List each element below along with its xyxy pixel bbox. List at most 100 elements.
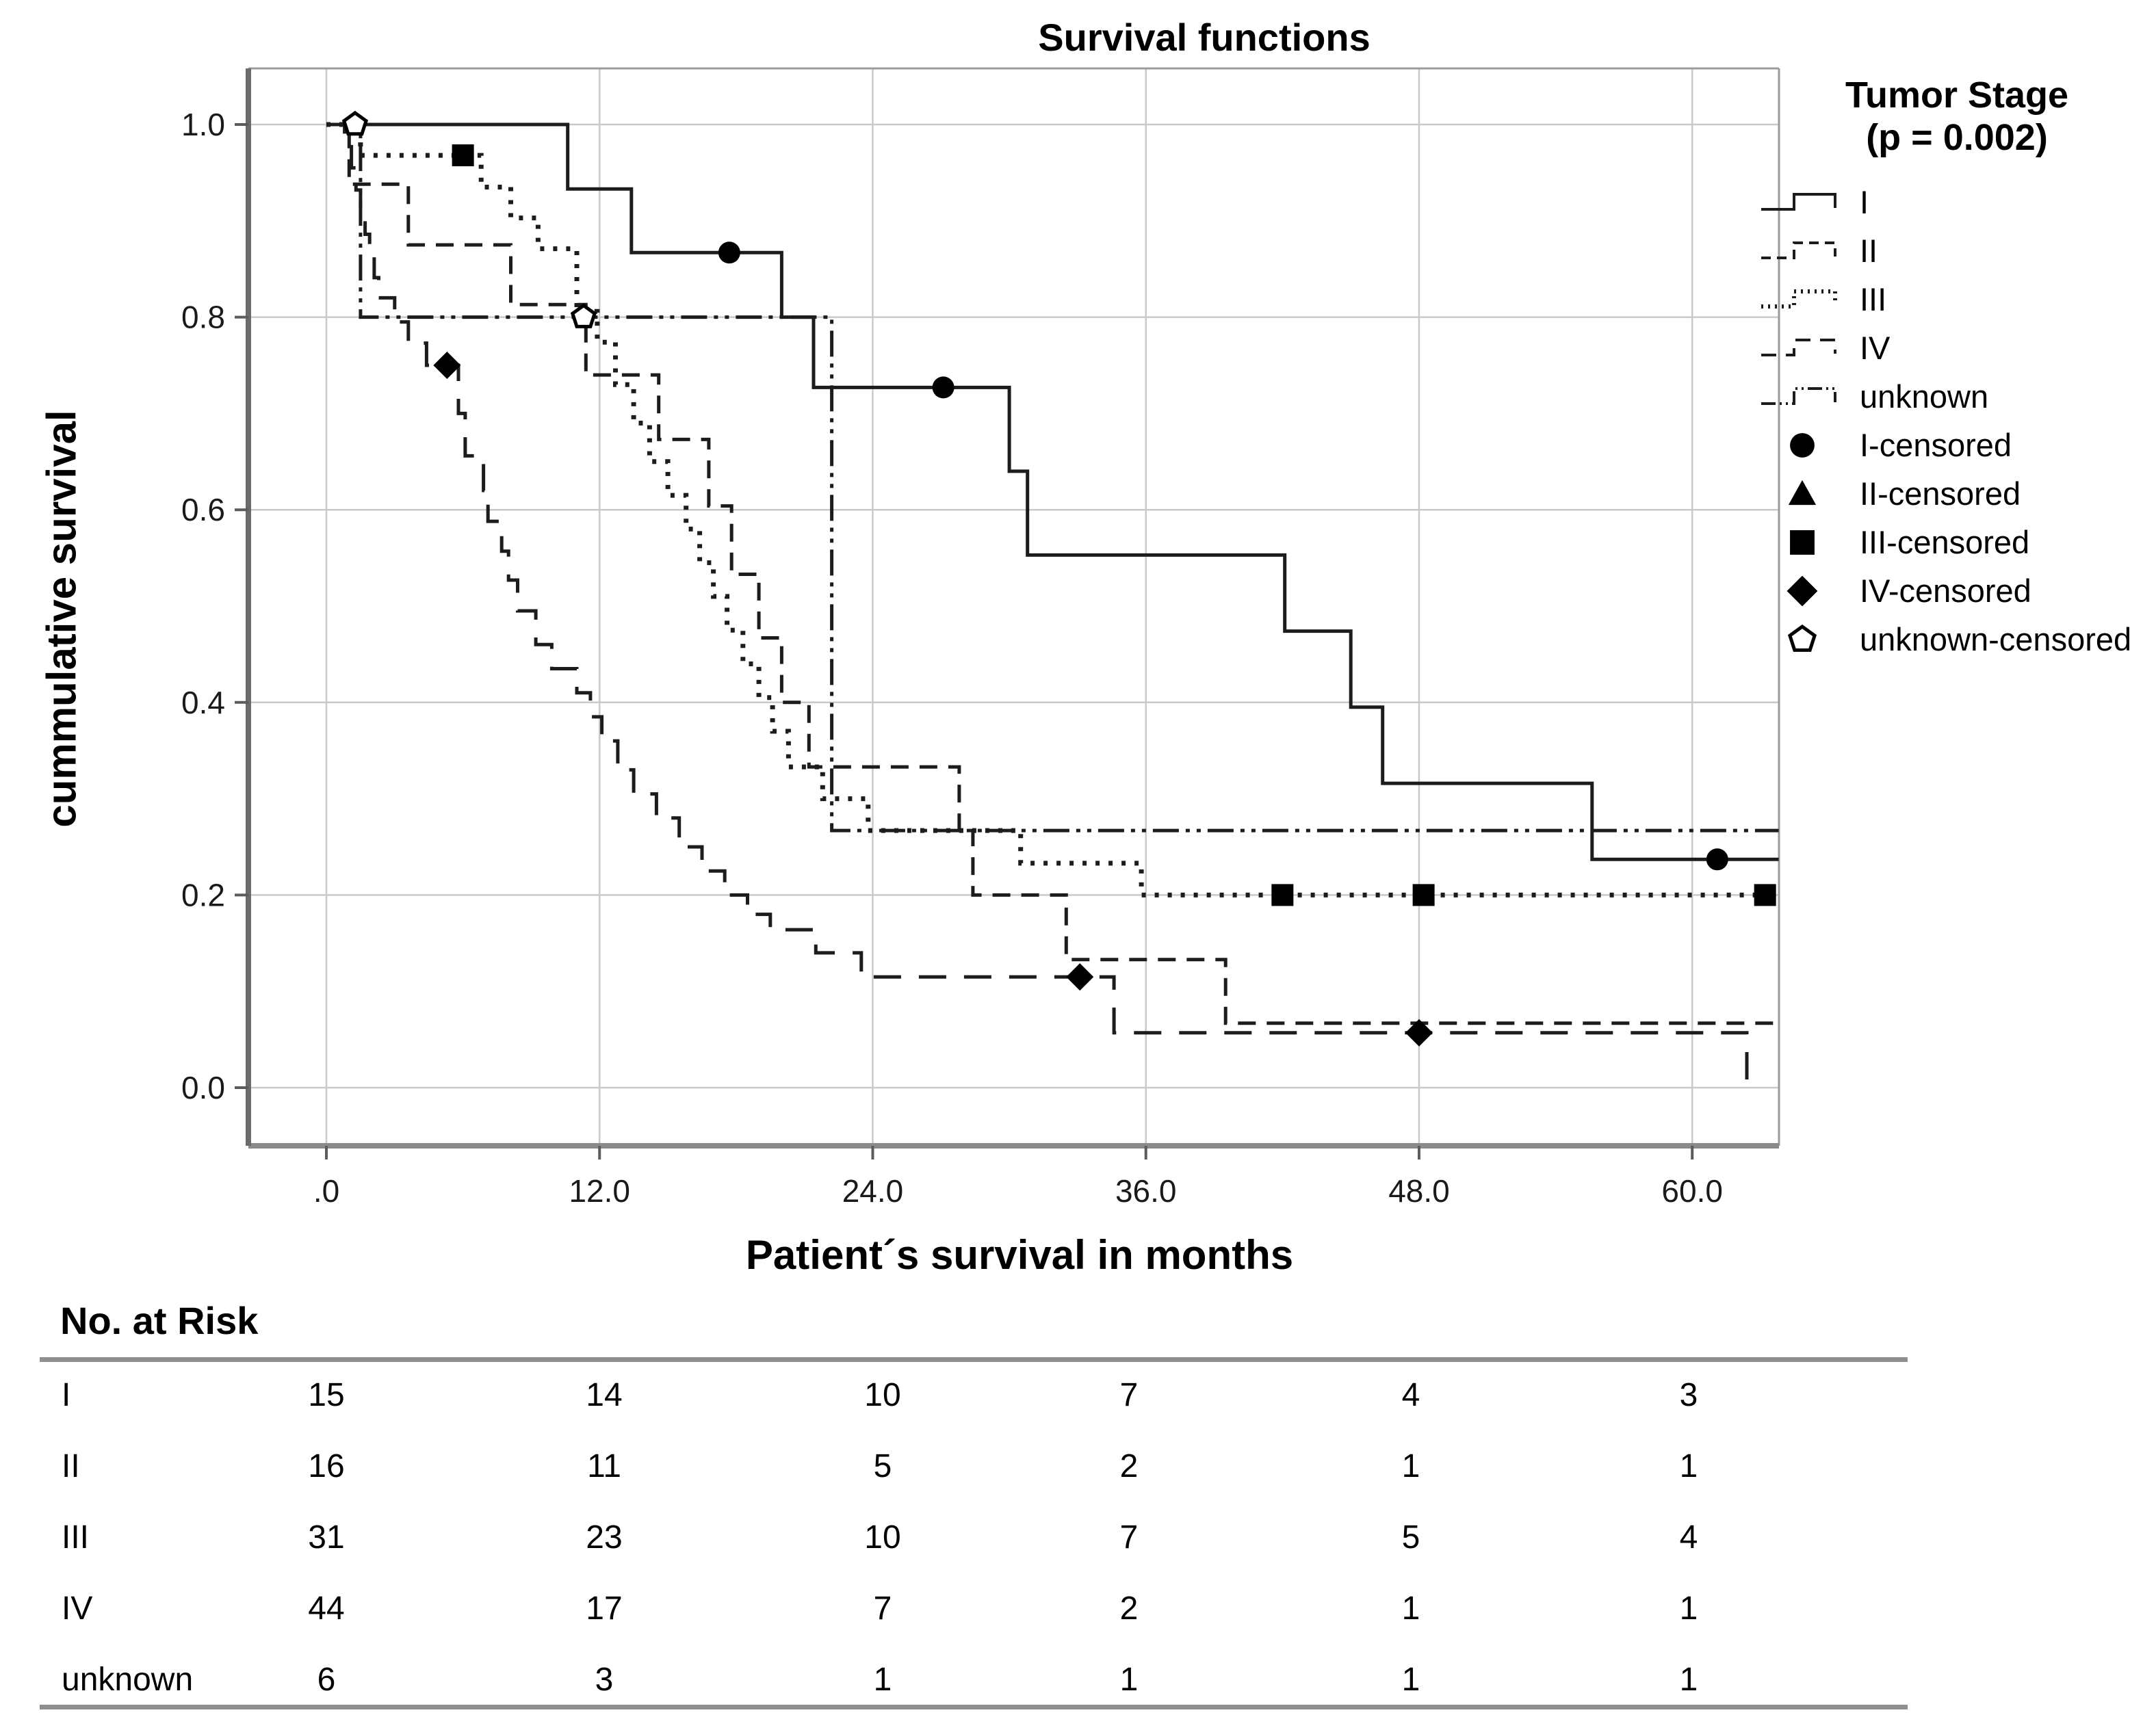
legend-marker-sample-diamond [1787,575,1818,606]
legend-item-unknown: unknown [1758,372,2155,421]
censor-square-marker [1412,884,1435,906]
y-tick-label: 0.0 [181,1070,225,1105]
censor-square-marker [1271,884,1294,906]
x-tick-label: .0 [313,1173,339,1209]
censor-pentagon-marker [341,110,369,136]
risk-value: 7 [1119,1377,1139,1413]
legend: Tumor Stage (p = 0.002) I II III IV unkn… [1758,74,2155,664]
legend-item-IV: IV [1758,324,2155,372]
x-tick-label: 36.0 [1115,1173,1177,1209]
risk-value: 44 [308,1590,345,1627]
x-tick-label: 48.0 [1388,1173,1450,1209]
risk-value: 11 [587,1448,621,1484]
risk-value: 15 [308,1377,345,1413]
censor-pentagon-marker [1787,624,1817,652]
legend-line-sample-IV [1761,338,1836,356]
x-tick-label: 12.0 [569,1173,630,1209]
y-tick-label: 1.0 [181,107,225,142]
legend-marker-sample-circle [1790,432,1815,458]
legend-item-label: I-censored [1860,427,2012,463]
page-title: Survival functions [1038,16,1371,59]
risk-value: 1 [1679,1448,1698,1484]
legend-item-label: II-censored [1860,475,2021,512]
censor-circle-marker [1706,848,1728,871]
censor-square-marker [452,144,474,167]
y-tick-label: 0.2 [181,877,225,913]
x-tick-label: 24.0 [842,1173,904,1209]
legend-item-IV-censored: IV-censored [1758,566,2155,615]
censor-diamond-marker [1787,575,1818,606]
legend-item-II-censored: II-censored [1758,469,2155,518]
legend-marker-sample-square [1790,529,1815,555]
curve-IV [326,122,1749,1088]
risk-value: 3 [1679,1377,1698,1413]
risk-value: 6 [317,1662,336,1698]
legend-item-label: unknown [1860,378,1989,415]
risk-table-bottom-rule [40,1705,1908,1709]
legend-item-label: III-censored [1860,524,2030,560]
legend-line-sample-I [1761,192,1836,211]
curve-unknown [326,122,1779,833]
censor-square-marker [1790,529,1815,555]
risk-value: 7 [873,1590,892,1627]
risk-value: 1 [1119,1662,1139,1698]
risk-value: 31 [308,1519,345,1556]
risk-row-label-I: I [62,1377,71,1413]
risk-value: 1 [1401,1448,1420,1484]
y-axis-label: cummulative survival [38,410,85,828]
legend-line-sample-II [1761,241,1836,259]
risk-value: 1 [1679,1590,1698,1627]
legend-item-III-censored: III-censored [1758,518,2155,566]
risk-value: 2 [1119,1590,1139,1627]
risk-value: 1 [1401,1662,1420,1698]
risk-value: 14 [586,1377,623,1413]
censor-diamond-marker [433,352,461,379]
risk-value: 10 [864,1519,901,1556]
censor-circle-marker [718,241,740,264]
risk-value: 10 [864,1377,901,1413]
y-tick-label: 0.4 [181,685,225,720]
risk-table-title: No. at Risk [60,1299,259,1342]
censor-circle-marker [1790,432,1815,458]
legend-item-I: I [1758,178,2155,226]
curve-I [326,122,1779,861]
risk-value: 7 [1119,1519,1139,1556]
y-tick-label: 0.8 [181,300,225,335]
risk-value: 16 [308,1448,345,1484]
risk-value: 1 [1679,1662,1698,1698]
x-tick-label: 60.0 [1661,1173,1723,1209]
x-axis-label: Patient´s survival in months [745,1232,1294,1278]
legend-item-label: III [1860,281,1887,317]
legend-entries: I II III IV unknown I-censored II-censor… [1758,178,2155,664]
legend-line-sample-unknown [1761,386,1836,405]
survival-plot-canvas: .0 12.0 24.0 36.0 48.0 60.0 1.0 0.8 0.6 0.4 0.2 0.0 [181,67,1780,1209]
risk-value: 5 [1401,1519,1420,1556]
legend-item-label: I [1860,184,1869,220]
censor-diamond-marker [1405,1019,1433,1047]
censor-square-marker [1754,884,1776,906]
risk-value: 3 [595,1662,614,1698]
y-tick-label: 0.6 [181,492,225,527]
risk-value: 23 [586,1519,623,1556]
risk-row-label-II: II [62,1448,80,1484]
risk-value: 4 [1401,1377,1420,1413]
legend-marker-sample-triangle [1788,480,1817,505]
censor-diamond-marker [1066,963,1094,991]
censor-pentagon-marker [570,303,597,328]
legend-item-unknown-censored: unknown-censored [1758,615,2155,664]
legend-marker-sample-pentagon [1787,624,1817,652]
legend-title: Tumor Stage [1845,75,2069,116]
censor-circle-marker [932,376,954,399]
risk-value: 1 [873,1662,892,1698]
risk-row-label-III: III [62,1519,90,1556]
risk-value: 4 [1679,1519,1698,1556]
legend-item-label: II [1860,233,1878,269]
legend-pvalue: (p = 0.002) [1866,117,2048,158]
legend-item-III: III [1758,275,2155,324]
legend-item-label: IV-censored [1860,573,2031,609]
legend-item-I-censored: I-censored [1758,421,2155,469]
legend-item-II: II [1758,226,2155,275]
risk-table-top-rule [40,1357,1908,1362]
risk-row-label-unknown: unknown [62,1662,194,1698]
curve-II [326,122,1779,1025]
